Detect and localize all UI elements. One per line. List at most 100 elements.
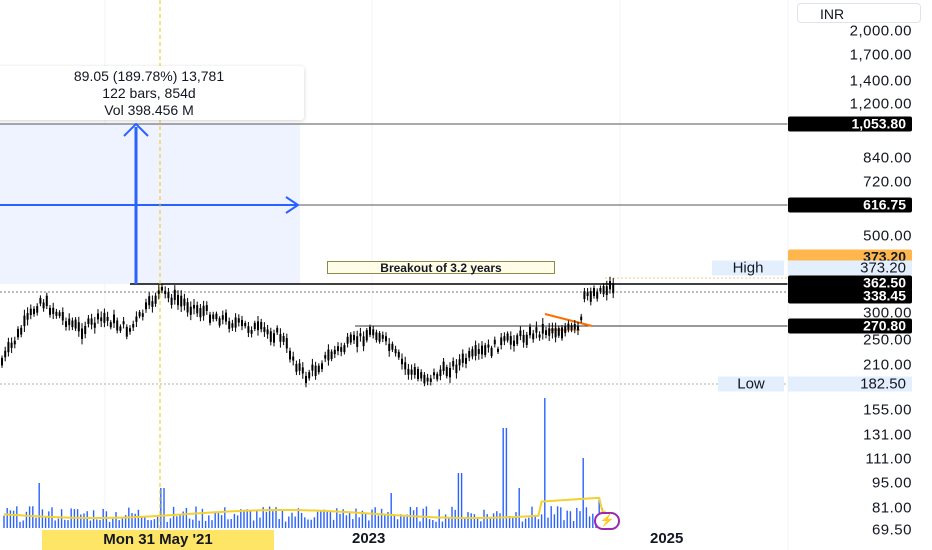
candle-body bbox=[343, 345, 346, 353]
candle-body bbox=[221, 315, 224, 320]
price-axis-label: 300.00 bbox=[863, 304, 912, 322]
target-upper-tag[interactable]: 1,053.80 bbox=[788, 116, 912, 132]
candle-body bbox=[439, 369, 442, 377]
candle-body bbox=[129, 328, 131, 332]
candle-body bbox=[234, 317, 237, 328]
candle-body bbox=[74, 319, 77, 329]
candle-body bbox=[138, 312, 141, 317]
candle-body bbox=[458, 359, 461, 366]
candle-body bbox=[282, 336, 285, 342]
candle-body bbox=[237, 318, 240, 323]
candle-body bbox=[391, 343, 394, 350]
candle-body bbox=[4, 350, 7, 358]
candle-body bbox=[218, 318, 221, 326]
resistance-tag[interactable]: 362.50 bbox=[788, 275, 912, 291]
candle-body bbox=[567, 323, 570, 330]
candle-body bbox=[362, 336, 365, 347]
candle-body bbox=[506, 333, 509, 341]
candle-body bbox=[285, 338, 288, 349]
candle-body bbox=[455, 364, 458, 374]
high-value: 373.20 bbox=[788, 260, 912, 276]
candle-body bbox=[500, 337, 503, 345]
candle-body bbox=[330, 351, 333, 359]
breakout-annotation[interactable]: Breakout of 3.2 years bbox=[327, 261, 555, 275]
time-axis-label-2025: 2025 bbox=[650, 530, 684, 547]
candle-body bbox=[535, 327, 538, 333]
candle-body bbox=[401, 358, 403, 365]
candle-body bbox=[77, 322, 80, 332]
price-axis-label: 210.00 bbox=[863, 356, 912, 374]
candle-body bbox=[250, 329, 253, 334]
candle-body bbox=[186, 302, 189, 313]
candle-body bbox=[263, 327, 266, 332]
price-axis-label: 1,700.00 bbox=[849, 46, 912, 64]
candle-body bbox=[346, 336, 349, 344]
measure-bars: 122 bars, 854d bbox=[102, 85, 196, 101]
candle-body bbox=[151, 301, 154, 307]
candle-body bbox=[541, 323, 544, 334]
lightning-icon[interactable]: ⚡ bbox=[594, 512, 620, 530]
candle-body bbox=[548, 328, 551, 336]
candle-body bbox=[487, 344, 490, 348]
candle-body bbox=[314, 365, 317, 376]
support-tag[interactable]: 270.80 bbox=[788, 318, 912, 334]
price-axis-label: 155.00 bbox=[863, 401, 912, 419]
candle-body bbox=[93, 322, 96, 328]
candle-body bbox=[298, 363, 301, 371]
currency-label[interactable]: INR bbox=[797, 3, 921, 23]
candle-body bbox=[161, 286, 163, 291]
candle-body bbox=[554, 327, 557, 338]
candle-body bbox=[545, 330, 547, 335]
candle-body bbox=[305, 375, 307, 384]
candle-body bbox=[311, 364, 314, 371]
candle-body bbox=[465, 358, 467, 364]
candle-body bbox=[209, 314, 211, 323]
candle-body bbox=[196, 305, 199, 314]
candle-body bbox=[461, 353, 464, 363]
candle-body bbox=[509, 336, 512, 345]
price-axis-label: 840.00 bbox=[863, 149, 912, 167]
candle-body bbox=[596, 291, 599, 299]
candle-body bbox=[429, 378, 432, 382]
candle-body bbox=[109, 322, 112, 328]
candle-body bbox=[289, 350, 291, 360]
candle-body bbox=[522, 334, 525, 343]
candle-body bbox=[484, 345, 487, 355]
candle-body bbox=[71, 320, 74, 328]
candle-body bbox=[273, 333, 275, 343]
candle-body bbox=[327, 349, 330, 361]
measure-volume: Vol 398.456 M bbox=[104, 102, 194, 118]
candle-body bbox=[397, 351, 400, 358]
candle-body bbox=[381, 334, 384, 339]
candle-body bbox=[423, 374, 426, 384]
candle-body bbox=[365, 330, 368, 341]
low-label: Low bbox=[718, 376, 784, 392]
candle-body bbox=[269, 331, 272, 342]
candle-body bbox=[148, 296, 151, 306]
candle-body bbox=[301, 367, 304, 374]
volume-moving-average bbox=[3, 496, 606, 520]
candle-body bbox=[573, 324, 576, 330]
arrow-head-right bbox=[285, 196, 300, 214]
candle-body bbox=[52, 307, 55, 315]
candle-body bbox=[532, 333, 535, 340]
candle-body bbox=[321, 363, 323, 370]
candle-body bbox=[39, 297, 42, 304]
candle-body bbox=[477, 349, 480, 354]
candle-body bbox=[337, 346, 339, 352]
candle-body bbox=[557, 327, 560, 336]
candle-body bbox=[61, 311, 64, 321]
candle-body bbox=[317, 365, 320, 373]
price-axis-label: 81.00 bbox=[871, 499, 912, 517]
candle-body bbox=[231, 323, 234, 328]
candle-body bbox=[244, 322, 247, 327]
candle-body bbox=[577, 326, 579, 331]
candle-body bbox=[122, 321, 125, 325]
candle-body bbox=[257, 321, 259, 331]
candle-body bbox=[356, 336, 359, 347]
target-mid-tag[interactable]: 616.75 bbox=[788, 197, 912, 213]
last-price-tag[interactable]: 338.45 bbox=[788, 288, 912, 304]
price-axis-label: 1,400.00 bbox=[849, 72, 912, 90]
